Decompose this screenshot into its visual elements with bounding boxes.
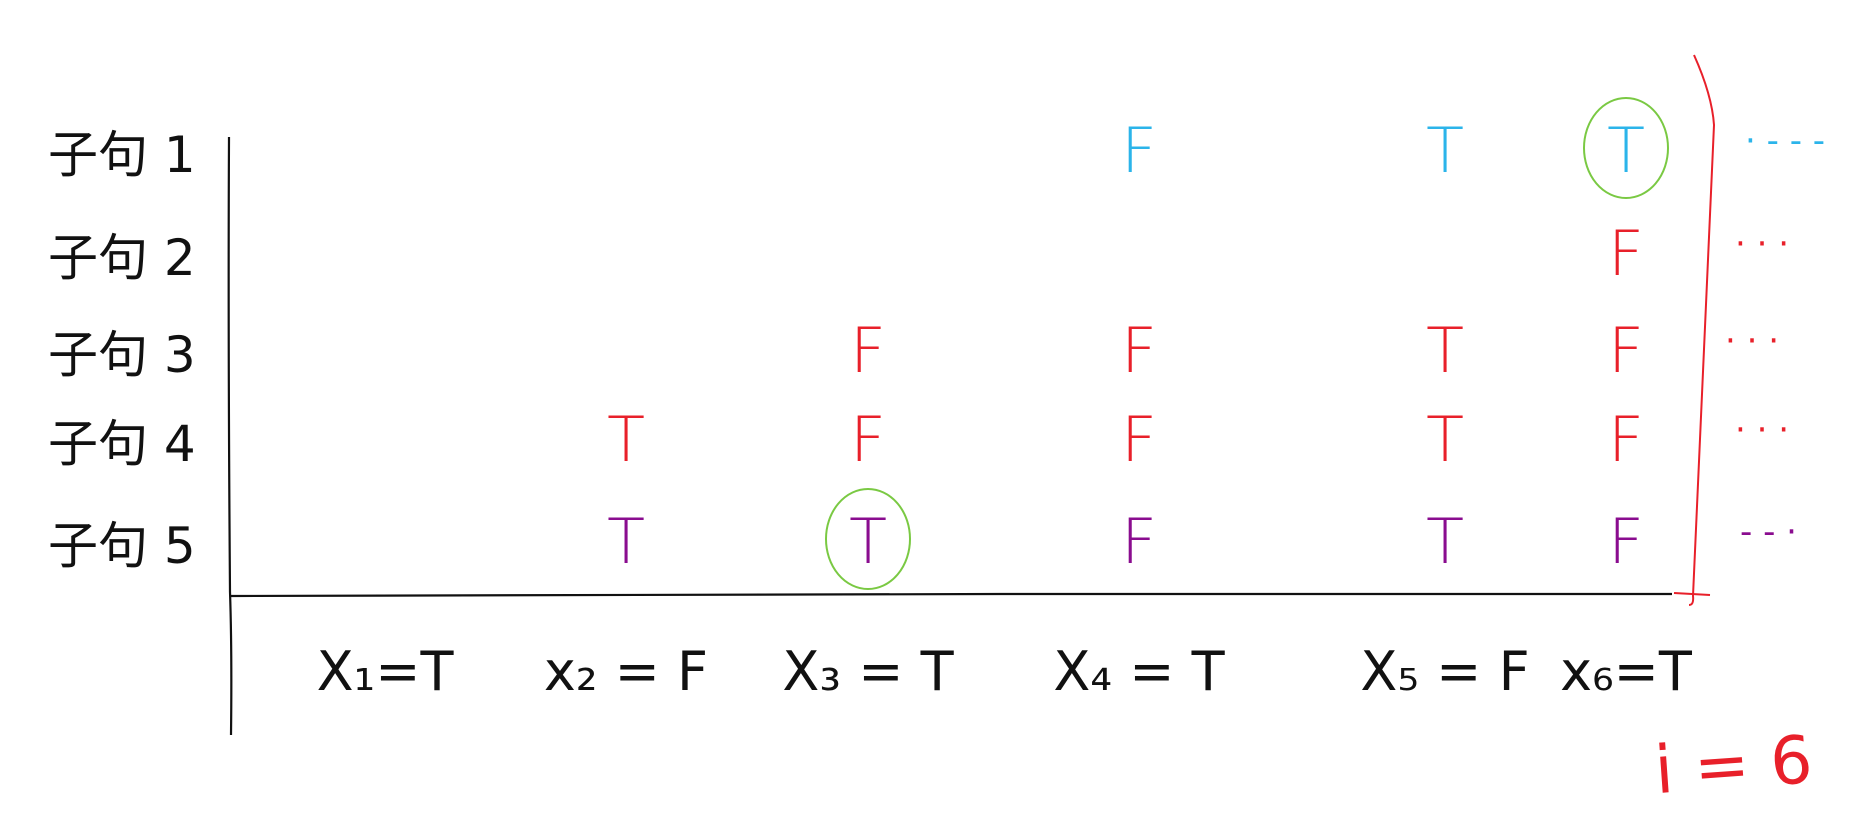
continuation-dots: · · ·	[1725, 321, 1779, 361]
truth-value-cell: F	[1121, 403, 1157, 476]
continuation-dots: · · ·	[1735, 224, 1789, 264]
truth-value-cells: F T TFF F T FT F F T FT T F T F	[607, 97, 1669, 590]
x-axis-line	[230, 592, 1672, 598]
boundary-bracket	[1688, 54, 1716, 606]
continuation-dots: · · ·	[1735, 410, 1789, 450]
row-label: 子句 2	[48, 229, 196, 287]
truth-value-cell: T	[1426, 403, 1464, 476]
index-label: i = 6	[1652, 721, 1815, 809]
truth-value-cell: F	[850, 314, 886, 387]
truth-value-cell: F	[1608, 403, 1644, 476]
boundary-tick	[1673, 592, 1711, 596]
column-labels: X₁=T x₂ = F X₃ = T X₄ = T X₅ = F x₆=T	[317, 640, 1693, 703]
row-label: 子句 4	[48, 415, 196, 473]
y-axis-line	[227, 136, 233, 736]
column-label: x₆=T	[1560, 640, 1693, 703]
truth-value-cell: F	[1608, 314, 1644, 387]
truth-value-cell: F	[1121, 114, 1157, 187]
column-label: X₃ = T	[782, 640, 954, 703]
truth-value-cell: T	[607, 403, 645, 476]
column-label: X₄ = T	[1053, 640, 1225, 703]
truth-value-cell: T	[1607, 114, 1645, 187]
truth-value-cell: T	[607, 505, 645, 578]
continuation-dots: - - ·	[1740, 512, 1797, 552]
highlight-circle	[1583, 97, 1669, 199]
row-label: 子句 5	[48, 517, 196, 575]
truth-value-cell: T	[1426, 314, 1464, 387]
truth-value-cell: F	[1121, 314, 1157, 387]
row-label: 子句 1	[48, 126, 196, 184]
truth-value-cell: F	[850, 403, 886, 476]
continuation-dots: · - - - · · · · · · · · · - - ·	[1725, 121, 1825, 552]
truth-value-cell: T	[1426, 505, 1464, 578]
truth-value-cell: F	[1121, 505, 1157, 578]
row-labels: 子句 1 子句 2 子句 3 子句 4 子句 5	[48, 126, 196, 575]
column-label: x₂ = F	[544, 640, 708, 703]
truth-value-cell: T	[1426, 114, 1464, 187]
column-label: X₁=T	[317, 640, 455, 703]
truth-value-cell: T	[849, 505, 887, 578]
continuation-dots: · - - -	[1745, 121, 1825, 161]
column-label: X₅ = F	[1360, 640, 1529, 703]
truth-value-cell: F	[1608, 505, 1644, 578]
truth-value-cell: F	[1608, 217, 1644, 290]
row-label: 子句 3	[48, 326, 196, 384]
highlight-circle	[825, 488, 911, 590]
